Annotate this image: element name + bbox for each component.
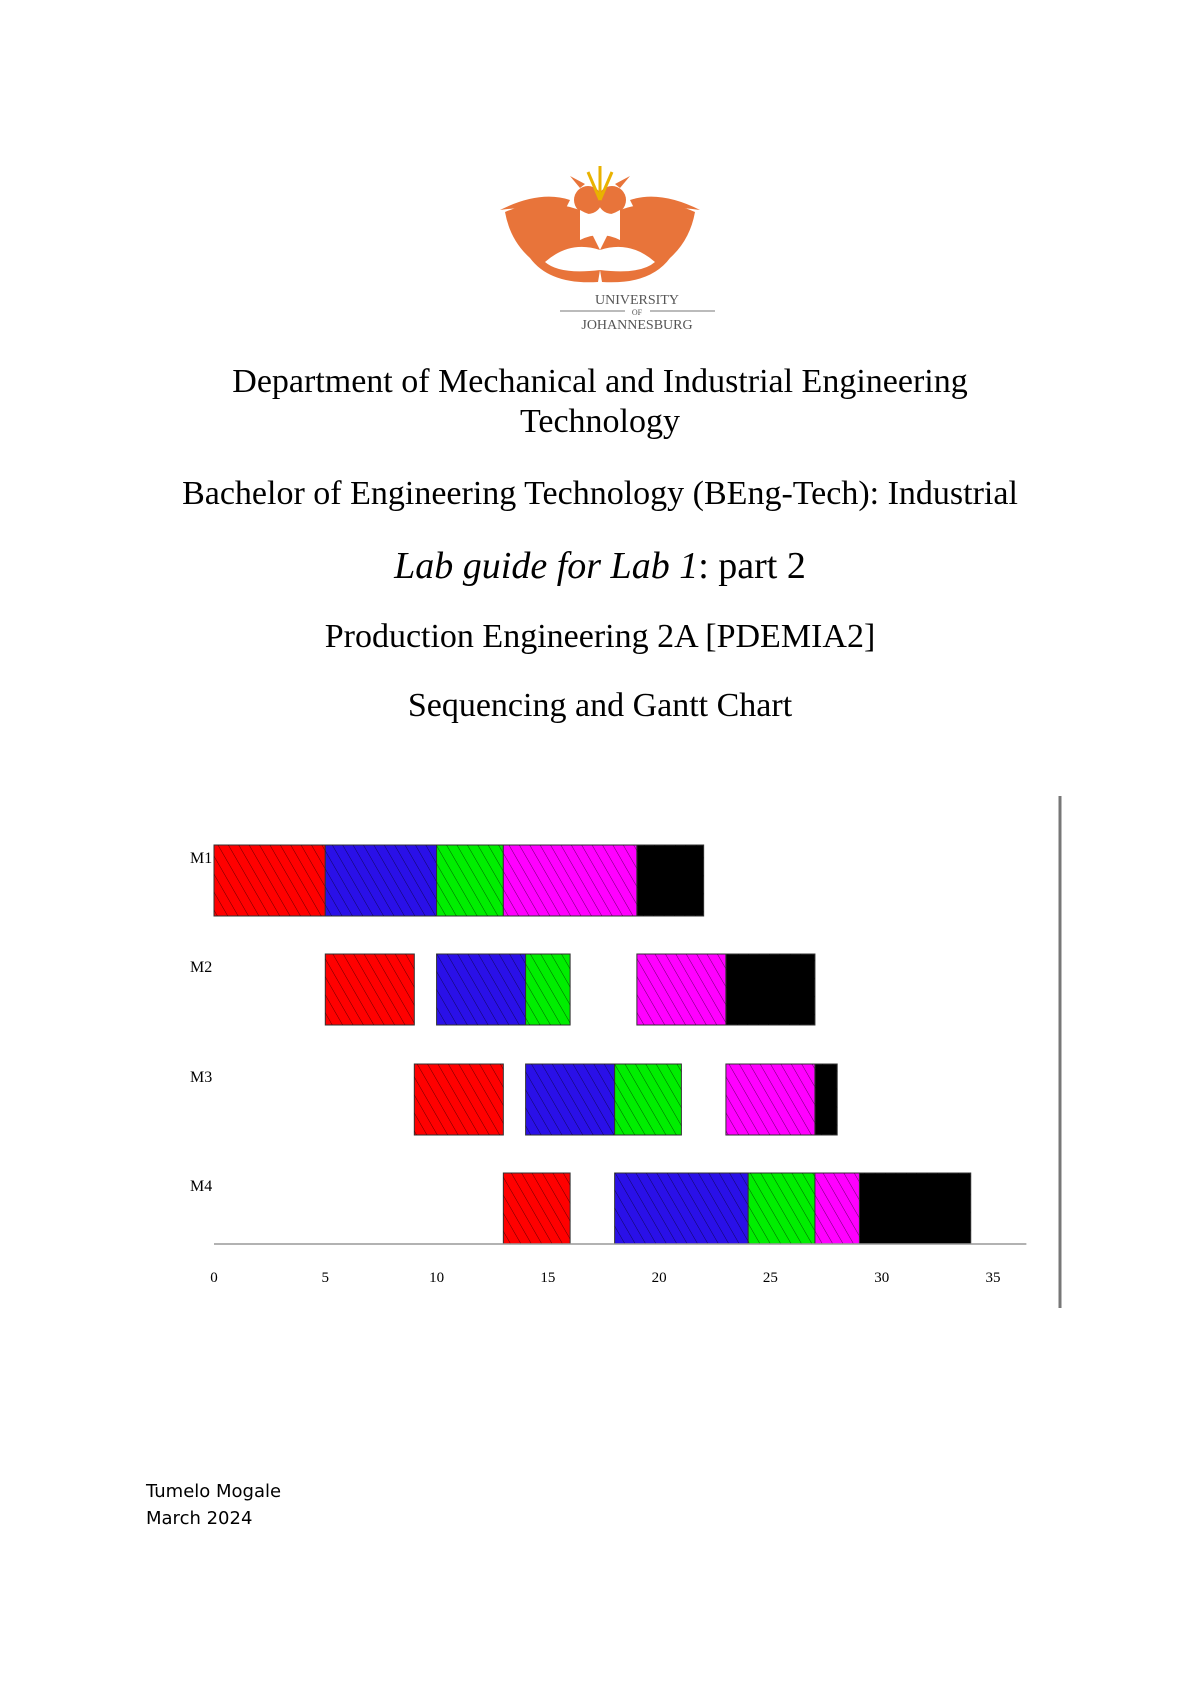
logo-emblem [500, 176, 700, 283]
gantt-hatch [436, 845, 504, 916]
x-tick-label: 10 [429, 1270, 444, 1286]
gantt-hatch [725, 1064, 815, 1135]
machine-label: M3 [190, 1069, 212, 1086]
x-tick-label: 35 [986, 1270, 1001, 1286]
gantt-hatch [725, 954, 815, 1025]
gantt-hatch [814, 1173, 860, 1244]
logo-text: JOHANNESBURG [581, 318, 692, 333]
gantt-hatch [436, 954, 526, 1025]
gantt-hatch [214, 845, 326, 916]
logo: UNIVERSITY OF JOHANNESBURG [500, 166, 715, 333]
gantt-hatch [525, 1064, 615, 1135]
gantt-chart: M1 M2 M3 M4 0 5 10 15 20 25 30 35 [190, 796, 1062, 1308]
x-tick-label: 15 [540, 1270, 555, 1286]
gantt-hatch [414, 1064, 504, 1135]
course: Production Engineering 2A [PDEMIA2] [324, 618, 876, 655]
gantt-hatch [636, 845, 704, 916]
gantt-hatch [748, 1173, 815, 1244]
x-tick-label: 25 [763, 1270, 778, 1286]
author-date: March 2024 [146, 1508, 253, 1529]
machine-label: M2 [190, 959, 212, 976]
author-name: Tumelo Mogale [146, 1481, 282, 1502]
gantt-hatch [525, 954, 571, 1025]
gantt-hatch [636, 954, 726, 1025]
lab-title-italic: Lab guide for Lab 1 [394, 545, 699, 587]
x-tick-label: 20 [652, 1270, 667, 1286]
gantt-hatch [814, 1064, 838, 1135]
lab-title: Lab guide for Lab 1: part 2 [0, 544, 1200, 588]
gantt-hatch [503, 1173, 571, 1244]
gantt-hatch [325, 954, 415, 1025]
logo-text: OF [632, 308, 643, 317]
gantt-hatch [859, 1173, 971, 1244]
machine-label: M1 [190, 850, 212, 867]
degree: Bachelor of Engineering Technology (BEng… [182, 475, 1018, 512]
department: Department of Mechanical and Industrial … [232, 363, 968, 440]
gantt-hatch [503, 845, 637, 916]
gantt-hatch [614, 1064, 682, 1135]
logo-rays [586, 166, 614, 201]
author-block: Tumelo Mogale March 2024 [146, 1478, 281, 1532]
x-tick-label: 0 [210, 1270, 218, 1286]
topic: Sequencing and Gantt Chart [407, 687, 793, 724]
gantt-hatch [325, 845, 437, 916]
gantt-hatch [614, 1173, 749, 1244]
machine-label: M4 [190, 1178, 212, 1195]
x-tick-label: 5 [322, 1270, 330, 1286]
lab-title-rest: : part 2 [698, 545, 806, 587]
x-tick-label: 30 [874, 1270, 889, 1286]
logo-text: UNIVERSITY [595, 293, 679, 308]
